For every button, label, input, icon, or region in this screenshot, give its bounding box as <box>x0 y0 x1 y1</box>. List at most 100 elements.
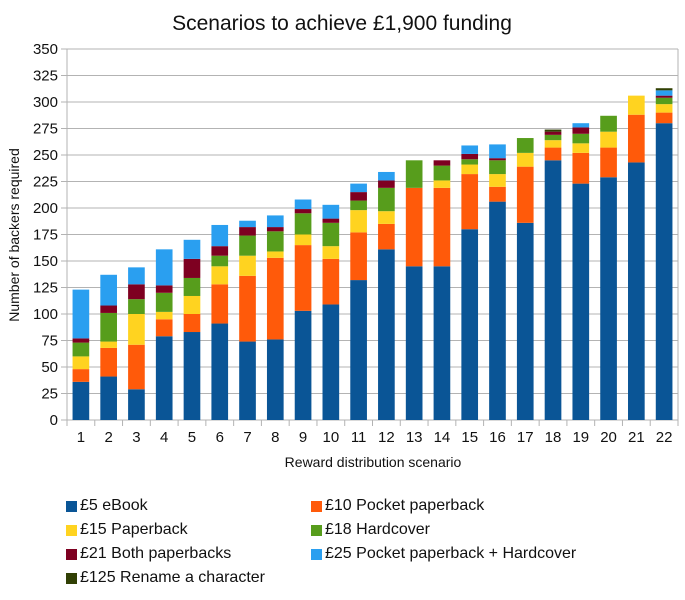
bar-segment-2-scenario-16 <box>489 186 506 202</box>
x-tick-label: 19 <box>572 429 589 446</box>
bar-segment-1-scenario-17 <box>516 222 534 420</box>
legend-swatch <box>311 500 322 512</box>
bar-segment-6-scenario-2 <box>100 274 117 306</box>
bar-segment-1-scenario-7 <box>239 341 256 420</box>
bar-segment-4-scenario-1 <box>72 342 90 357</box>
bar-segment-5-scenario-15 <box>461 153 479 160</box>
legend-swatch <box>66 500 77 512</box>
y-tick-label: 250 <box>33 147 58 164</box>
bar-segment-3-scenario-17 <box>516 152 534 167</box>
bar-segment-3-scenario-3 <box>128 314 145 345</box>
legend-swatch <box>66 548 77 560</box>
legend-item: £125 Rename a character <box>66 569 265 587</box>
legend-label: £25 Pocket paperback + Hardcover <box>325 545 577 562</box>
bar-segment-4-scenario-2 <box>100 312 117 342</box>
bar-segment-2-scenario-19 <box>572 152 590 184</box>
bar-segment-3-scenario-9 <box>294 234 312 246</box>
bar-segment-4-scenario-22 <box>655 97 673 105</box>
bar-segment-1-scenario-20 <box>600 177 617 420</box>
y-tick-label: 275 <box>33 121 58 138</box>
bar-segment-1-scenario-15 <box>461 229 479 420</box>
bar-segment-1-scenario-12 <box>378 249 395 420</box>
bar-segment-3-scenario-2 <box>100 341 117 348</box>
x-tick-label: 2 <box>104 429 112 446</box>
x-tick-label: 7 <box>243 429 251 446</box>
bar-segment-4-scenario-13 <box>405 160 423 188</box>
bar-segment-6-scenario-11 <box>350 183 367 193</box>
y-tick-label: 150 <box>33 253 58 270</box>
x-tick-label: 15 <box>461 429 478 446</box>
bar-segment-2-scenario-2 <box>100 347 117 377</box>
bar-segment-1-scenario-4 <box>155 336 173 420</box>
bar-segment-1-scenario-14 <box>433 266 451 420</box>
x-tick-label: 1 <box>77 429 85 446</box>
bar-segment-4-scenario-19 <box>572 133 590 144</box>
bar-segment-2-scenario-7 <box>239 275 256 342</box>
bar-segment-1-scenario-1 <box>72 381 90 420</box>
bar-segment-1-scenario-22 <box>655 123 673 420</box>
bar-segment-5-scenario-18 <box>544 131 562 135</box>
bar-segment-6-scenario-5 <box>183 239 201 259</box>
x-tick-label: 14 <box>434 429 451 446</box>
legend-label: £15 Paperback <box>80 521 188 538</box>
bar-segment-1-scenario-3 <box>128 389 145 420</box>
y-tick-label: 175 <box>33 227 58 244</box>
bar-segment-4-scenario-15 <box>461 159 479 165</box>
bar-segment-2-scenario-9 <box>294 245 312 311</box>
y-tick-label: 50 <box>41 359 58 376</box>
bar-segment-2-scenario-12 <box>378 223 395 250</box>
bar-segment-4-scenario-8 <box>266 231 284 252</box>
bar-segment-4-scenario-5 <box>183 277 201 296</box>
bar-segment-2-scenario-3 <box>128 344 145 390</box>
bar-segment-3-scenario-21 <box>628 95 645 115</box>
bar-segment-6-scenario-7 <box>239 220 256 228</box>
bar-segment-1-scenario-5 <box>183 332 201 420</box>
legend-label: £5 eBook <box>80 497 148 514</box>
bar-segment-4-scenario-4 <box>155 292 173 312</box>
x-tick-label: 16 <box>489 429 506 446</box>
bar-segment-5-scenario-3 <box>128 284 145 300</box>
x-tick-label: 12 <box>378 429 395 446</box>
bar-segment-4-scenario-7 <box>239 235 256 256</box>
y-tick-label: 325 <box>33 68 58 85</box>
bar-segment-3-scenario-6 <box>211 266 229 285</box>
x-tick-label: 5 <box>188 429 196 446</box>
y-tick-label: 25 <box>41 386 58 403</box>
bar-segment-5-scenario-2 <box>100 305 117 313</box>
bar-segment-2-scenario-18 <box>544 147 562 161</box>
bar-segment-6-scenario-12 <box>378 171 395 181</box>
bar-segment-1-scenario-21 <box>628 162 645 421</box>
y-tick-label: 300 <box>33 94 58 111</box>
bar-segment-4-scenario-11 <box>350 200 367 211</box>
y-tick-label: 100 <box>33 306 58 323</box>
x-tick-label: 17 <box>517 429 534 446</box>
bar-segment-3-scenario-22 <box>655 104 673 113</box>
bar-segment-1-scenario-16 <box>489 201 506 420</box>
bar-segment-4-scenario-12 <box>378 187 395 212</box>
bar-segment-1-scenario-6 <box>211 323 229 420</box>
bar-segment-6-scenario-6 <box>211 224 229 247</box>
bar-segment-2-scenario-1 <box>72 369 90 382</box>
legend-swatch <box>66 524 77 536</box>
bar-segment-3-scenario-14 <box>433 180 451 188</box>
legend-item: £25 Pocket paperback + Hardcover <box>311 545 576 563</box>
legend-item: £10 Pocket paperback <box>311 497 484 515</box>
bar-segment-4-scenario-10 <box>322 222 340 247</box>
bar-segment-5-scenario-11 <box>350 192 367 201</box>
x-tick-label: 10 <box>322 429 339 446</box>
x-tick-label: 21 <box>628 429 645 446</box>
y-tick-label: 225 <box>33 174 58 191</box>
x-tick-label: 6 <box>216 429 224 446</box>
bar-segment-7-scenario-18 <box>544 129 562 132</box>
bar-segment-3-scenario-1 <box>72 356 90 370</box>
legend-label: £10 Pocket paperback <box>325 497 485 514</box>
bars <box>72 88 673 421</box>
bar-segment-1-scenario-9 <box>294 310 312 420</box>
bar-segment-6-scenario-19 <box>572 123 590 128</box>
bar-segment-3-scenario-8 <box>266 251 284 258</box>
bar-segment-1-scenario-8 <box>266 339 284 420</box>
y-tick-label: 75 <box>41 333 58 350</box>
legend-swatch <box>311 548 322 560</box>
legend-item: £15 Paperback <box>66 521 188 539</box>
bar-segment-4-scenario-3 <box>128 299 145 314</box>
